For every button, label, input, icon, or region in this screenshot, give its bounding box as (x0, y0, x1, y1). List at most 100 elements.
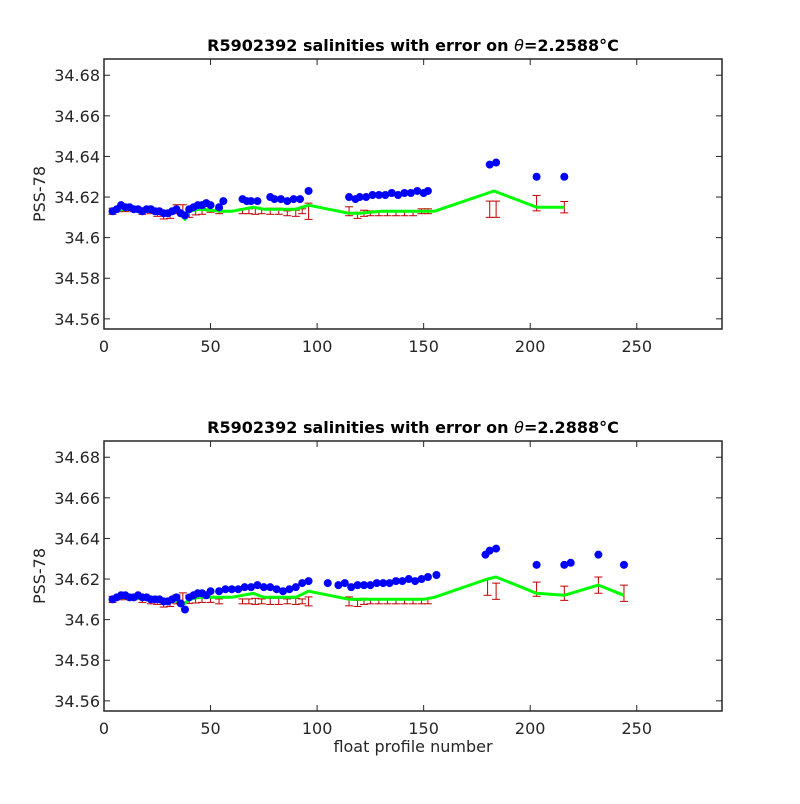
float-salinity-point (423, 186, 432, 195)
y-tick-label: 34.56 (54, 310, 100, 329)
float-salinity-point (359, 581, 368, 590)
title-theta: θ (514, 418, 524, 437)
float-salinity-point (366, 581, 375, 590)
y-tick-label: 34.62 (54, 570, 100, 589)
y-tick-label: 34.64 (54, 147, 100, 166)
float-salinity-point (374, 191, 383, 200)
float-salinity-point (362, 193, 371, 202)
float-salinity-point (279, 587, 288, 596)
float-salinity-point (406, 188, 415, 197)
float-salinity-point (560, 172, 569, 181)
float-salinity-point (247, 197, 256, 206)
x-tick-label: 250 (621, 337, 652, 356)
float-salinity-point (394, 191, 403, 200)
float-salinity-point (400, 188, 409, 197)
float-salinity-point (372, 579, 381, 588)
y-axis-label: PSS-78 (30, 166, 49, 222)
y-tick-label: 34.68 (54, 448, 100, 467)
x-tick-label: 250 (621, 719, 652, 738)
float-salinity-point (266, 583, 275, 592)
float-salinity-point (240, 583, 249, 592)
x-tick-label: 150 (408, 719, 439, 738)
float-salinity-point (291, 583, 300, 592)
y-tick-label: 34.6 (64, 611, 100, 630)
x-tick-label: 150 (408, 337, 439, 356)
float-salinity-point (485, 546, 494, 555)
panel-2: 0 50 100 150 200 250 34.56 34.58 34.6 34.62 34.64 3… (30, 418, 723, 756)
y-tick-label: 34.6 (64, 229, 100, 248)
float-salinity-point (289, 195, 298, 204)
x-tick-label: 50 (200, 719, 220, 738)
chart-title: R5902392 salinities with error on θ=2.25… (207, 36, 619, 55)
float-salinity-point (417, 575, 426, 584)
x-tick-label: 0 (99, 337, 109, 356)
x-tick-label: 100 (302, 337, 333, 356)
float-salinity-point (180, 211, 189, 220)
float-salinity-point (270, 195, 279, 204)
float-salinity-point (247, 583, 256, 592)
float-salinity-point (272, 585, 281, 594)
float-salinity-point (215, 203, 224, 212)
float-salinity-point (532, 172, 541, 181)
float-salinity-point (594, 550, 603, 559)
panel-1: 0 50 100 150 200 250 34.56 34.58 34.6 34.62 34.64 3… (30, 36, 723, 356)
float-salinity-point (492, 158, 501, 167)
y-axis-label: PSS-78 (30, 548, 49, 604)
title-prefix: R5902392 salinities with error on (207, 36, 514, 55)
float-salinity-point (234, 585, 243, 594)
float-salinity-point (176, 599, 185, 608)
y-tick-label: 34.56 (54, 692, 100, 711)
float-salinity-point (180, 605, 189, 614)
float-salinity-point (283, 197, 292, 206)
float-salinity-point (304, 186, 313, 195)
y-tick-label: 34.58 (54, 269, 100, 288)
title-unit: °C (599, 36, 619, 55)
float-salinity-point (381, 191, 390, 200)
float-salinity-point (227, 585, 236, 594)
float-salinity-point (347, 583, 356, 592)
float-salinity-point (296, 195, 305, 204)
x-tick-label: 200 (515, 719, 546, 738)
y-tick-label: 34.62 (54, 188, 100, 207)
chart-title: R5902392 salinities with error on θ=2.28… (207, 418, 619, 437)
float-salinity-point (619, 560, 628, 569)
x-tick-label: 0 (99, 719, 109, 738)
y-tick-label: 34.68 (54, 66, 100, 85)
float-salinity-point (379, 579, 388, 588)
float-salinity-point (391, 577, 400, 586)
float-salinity-point (353, 581, 362, 590)
float-salinity-point (172, 593, 181, 602)
title-prefix: R5902392 salinities with error on (207, 418, 514, 437)
title-value: =2.2888 (524, 418, 599, 437)
float-salinity-point (206, 587, 215, 596)
float-salinity-point (253, 197, 262, 206)
x-tick-label: 50 (200, 337, 220, 356)
float-salinity-point (368, 191, 377, 200)
float-salinity-point (398, 577, 407, 586)
float-salinity-point (215, 587, 224, 596)
x-axis-label: float profile number (333, 737, 493, 756)
float-salinity-point (298, 579, 307, 588)
x-tick-label: 200 (515, 337, 546, 356)
float-salinity-point (485, 160, 494, 169)
float-salinity-point (221, 585, 230, 594)
y-tick-label: 34.66 (54, 489, 100, 508)
title-theta: θ (514, 36, 524, 55)
float-salinity-point (492, 544, 501, 553)
float-salinity-point (404, 575, 413, 584)
float-salinity-point (253, 581, 262, 590)
float-salinity-point (423, 573, 432, 582)
float-salinity-point (532, 560, 541, 569)
float-salinity-point (334, 581, 343, 590)
float-salinity-point (560, 560, 569, 569)
float-salinity-point (345, 193, 354, 202)
float-salinity-point (276, 195, 285, 204)
float-salinity-point (206, 201, 215, 210)
float-salinity-point (385, 579, 394, 588)
float-salinity-point (219, 197, 228, 206)
float-salinity-point (285, 585, 294, 594)
float-salinity-point (340, 579, 349, 588)
axes-box (103, 440, 723, 712)
